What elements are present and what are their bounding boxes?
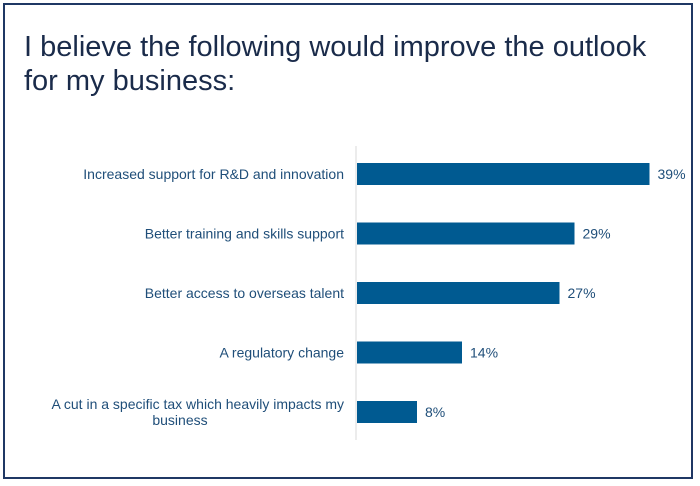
category-label-4-line-0: A cut in a specific tax which heavily im… — [51, 396, 344, 412]
category-label-1: Better training and skills support — [145, 226, 344, 242]
category-label-4-line-1: business — [152, 412, 207, 428]
value-label-3: 14% — [470, 345, 498, 361]
category-label-0-line-0: Increased support for R&D and innovation — [83, 166, 344, 182]
category-label-3: A regulatory change — [219, 345, 344, 361]
value-label-1: 29% — [583, 226, 611, 242]
bar-1 — [357, 222, 575, 245]
category-label-3-line-0: A regulatory change — [219, 345, 344, 361]
bar-3 — [357, 341, 462, 364]
bar-0 — [357, 163, 650, 185]
category-label-1-line-0: Better training and skills support — [145, 226, 344, 242]
category-label-4: A cut in a specific tax which heavily im… — [51, 396, 344, 428]
chart-title: I believe the following would improve th… — [24, 31, 647, 97]
chart-frame — [3, 3, 693, 479]
bar-4 — [357, 401, 417, 423]
category-label-0: Increased support for R&D and innovation — [83, 166, 344, 182]
category-label-2-line-0: Better access to overseas talent — [145, 285, 344, 301]
bar-2 — [357, 282, 560, 304]
value-label-2: 27% — [568, 285, 596, 301]
value-label-4: 8% — [425, 404, 445, 420]
value-label-0: 39% — [658, 166, 686, 182]
category-label-2: Better access to overseas talent — [145, 285, 344, 301]
